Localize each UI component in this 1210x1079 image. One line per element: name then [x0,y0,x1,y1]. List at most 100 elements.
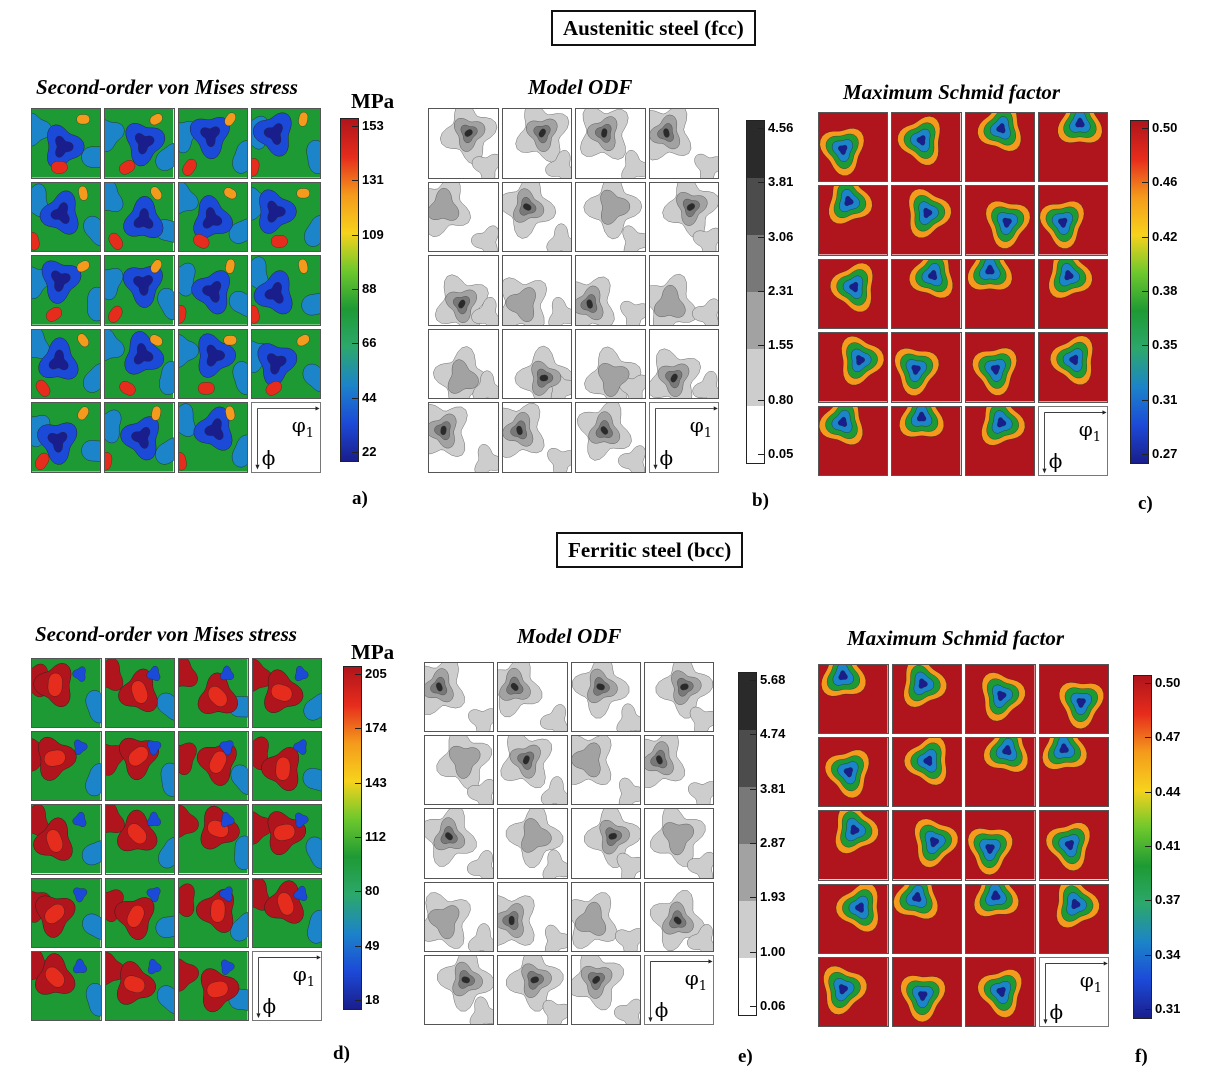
colorbar-tick-label: 1.93 [760,889,786,905]
panel-d-grid: φ1 ϕ [31,658,322,1021]
colorbar-tick-mark [352,343,359,345]
map-cell [818,810,889,881]
map-cell [891,405,962,476]
section-title-austenitic: Austenitic steel (fcc) [551,10,756,46]
section-title-ferritic: Ferritic steel (bcc) [556,532,744,568]
map-cell [818,883,889,954]
colorbar-tick-mark [352,397,359,399]
map-cell [251,731,322,802]
colorbar-tick-label: 22 [362,444,377,459]
axis-key-cell: φ1 ϕ [648,402,719,473]
map-cell [104,402,175,473]
panel-a-label: a) [352,488,368,509]
colorbar-tick-mark [352,289,359,290]
phi1-axis-label: φ1 [291,413,314,442]
map-cell [104,950,175,1021]
map-cell [250,255,321,326]
colorbar-tick-label: 131 [362,172,384,188]
colorbar-tick-label: 0.05 [768,446,794,461]
map-cell [501,402,572,473]
phi-axis-label: ϕ [1048,449,1063,473]
colorbar-tick-label: 143 [365,774,387,790]
colorbar-tick-label: 109 [362,226,384,242]
map-cell [104,658,175,729]
map-cell [1038,737,1109,808]
map-cell [1038,883,1109,954]
map-cell [497,808,568,879]
colorbar-tick-mark [1142,399,1149,401]
colorbar-tick-label: 0.31 [1152,391,1178,407]
colorbar-tick-mark [1142,236,1149,238]
colorbar-tick-mark [1145,791,1152,793]
phi-axis-label: ϕ [654,997,669,1022]
panel-f-grid: φ1 ϕ [818,664,1109,1027]
panel-b-label: b) [752,490,769,511]
map-cell [31,108,102,179]
colorbar-tick-mark [758,345,765,347]
map-cell [250,108,321,179]
colorbar-tick-mark [758,182,765,184]
colorbar-tick-label: 3.06 [768,228,794,244]
phi-axis-label: ϕ [261,445,276,470]
panel-d-label: d) [333,1043,350,1064]
map-cell [818,185,889,256]
map-cell [1037,258,1108,330]
map-cell [497,881,568,952]
colorbar-tick-mark [1142,454,1149,455]
map-cell [818,737,889,808]
map-cell [648,255,719,326]
axis-key-cell: φ1 ϕ [250,402,321,473]
map-cell [31,731,102,802]
map-cell [501,255,572,326]
map-cell [1037,332,1108,403]
panel-f-label: f) [1135,1046,1148,1067]
map-cell [104,877,175,948]
map-cell [648,181,719,253]
colorbar-tick-mark [352,126,359,127]
colorbar-tick-label: 0.34 [1155,946,1181,962]
colorbar-tick-mark [355,891,362,893]
panel-c-title: Maximum Schmid factor [843,80,1061,104]
colorbar-tick-mark [352,180,359,182]
map-cell [648,328,719,400]
colorbar-tick-mark [1142,128,1149,129]
map-cell [497,735,568,806]
map-cell [891,810,962,881]
map-cell [818,405,889,476]
panel-e-label: e) [738,1046,753,1067]
colorbar-tick-label: 4.74 [760,726,786,742]
panel-d-colorbar [343,666,362,1010]
map-cell [104,255,175,326]
map-cell [104,181,175,253]
colorbar-tick-label: 1.00 [760,943,786,959]
map-cell [104,108,175,179]
colorbar-tick-label: 44 [362,389,377,405]
map-cell [1037,185,1108,256]
map-cell [643,735,714,806]
map-cell [818,332,889,403]
map-cell [891,956,962,1027]
map-cell [1038,664,1109,735]
colorbar-tick-mark [758,454,765,455]
map-cell [575,402,646,473]
colorbar-tick-mark [750,680,757,681]
map-cell [178,658,249,729]
colorbar-tick-label: 0.47 [1155,729,1181,745]
phi1-axis-label: φ1 [684,965,707,994]
colorbar-tick-label: 5.68 [760,672,786,687]
colorbar-tick-mark [1145,683,1152,684]
map-cell [424,954,495,1025]
colorbar-tick-label: 0.50 [1155,675,1181,690]
map-cell [570,808,641,879]
panel-b-grid: φ1 ϕ [428,108,719,473]
panel-c-label: c) [1138,493,1153,514]
colorbar-tick-label: 0.46 [1152,174,1178,190]
panel-b-colorbar [746,120,765,464]
map-cell [428,255,499,326]
map-cell [177,255,248,326]
map-cell [643,881,714,952]
colorbar-tick-label: 153 [362,118,384,133]
map-cell [104,731,175,802]
map-cell [965,810,1036,881]
map-cell [178,950,249,1021]
